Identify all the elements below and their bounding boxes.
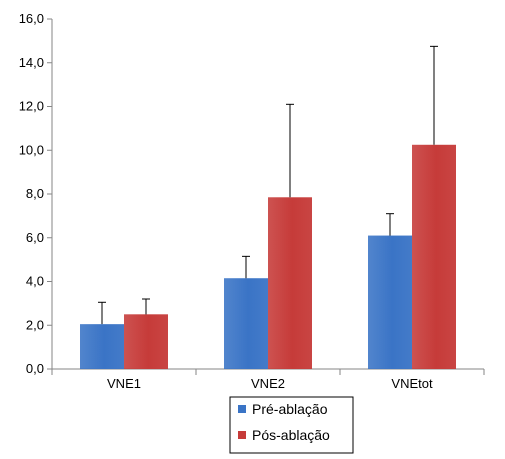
error-bar — [98, 301, 106, 325]
bar-pos-vne2 — [268, 197, 312, 369]
bar-pre-vne2 — [224, 278, 268, 369]
legend-swatch — [238, 431, 246, 439]
error-bar — [242, 255, 250, 279]
legend: Pré-ablação Pós-ablação — [229, 396, 354, 454]
legend-box — [229, 396, 354, 454]
legend-label: Pré-ablação — [252, 401, 328, 417]
y-tick-label: 0,0 — [26, 361, 44, 376]
y-tick-label: 6,0 — [26, 230, 44, 245]
y-tick-label: 4,0 — [26, 274, 44, 289]
bar-pos-vnetot — [412, 144, 456, 369]
y-tick-label: 14,0 — [19, 55, 44, 70]
bar-pre-vnetot — [368, 235, 412, 369]
y-tick-label: 16,0 — [19, 11, 44, 26]
bar-pre-vne1 — [80, 324, 124, 369]
y-tick-label: 12,0 — [19, 99, 44, 114]
legend-swatch — [238, 405, 246, 413]
x-tick-label: VNE2 — [251, 376, 285, 391]
error-bar — [386, 213, 394, 236]
y-tick-label: 2,0 — [26, 317, 44, 332]
error-bar — [142, 298, 150, 315]
tick-labels: 0,0 2,0 4,0 6,0 8,0 10,0 12,0 14,0 16,0 VNE1 VNE2 V… — [19, 11, 433, 391]
error-bars — [98, 45, 438, 325]
x-tick-label: VNE1 — [107, 376, 141, 391]
bar-pos-vne1 — [124, 314, 168, 369]
x-tick-label: VNEtot — [391, 376, 433, 391]
error-bar — [286, 103, 294, 198]
legend-label: Pós-ablação — [252, 427, 330, 443]
y-tick-label: 10,0 — [19, 142, 44, 157]
error-bar — [430, 45, 438, 145]
y-tick-label: 8,0 — [26, 186, 44, 201]
bars — [80, 144, 456, 369]
